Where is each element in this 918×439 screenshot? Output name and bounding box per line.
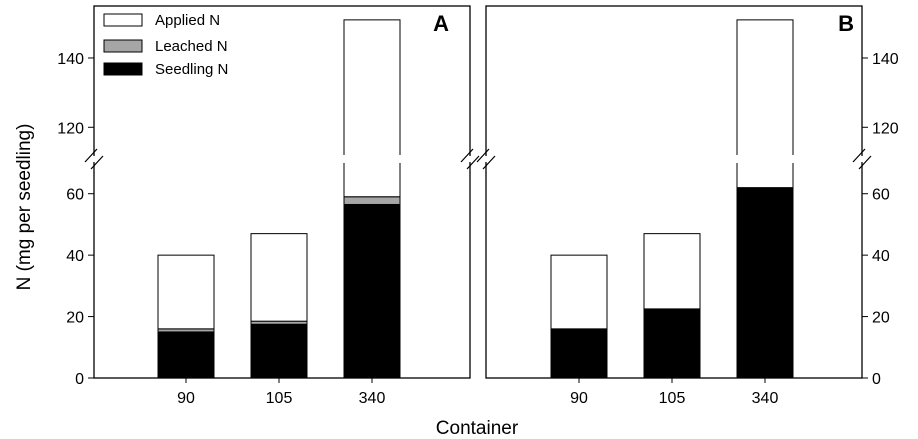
bar-applied-n-90 bbox=[550, 254, 608, 330]
y-tick-label: 40 bbox=[872, 248, 890, 265]
legend-swatch-applied bbox=[103, 13, 143, 27]
axis-break-gap bbox=[860, 156, 864, 162]
x-tick-label: 105 bbox=[659, 390, 686, 407]
y-tick-label: 60 bbox=[872, 187, 890, 204]
bar-seedling-n-340 bbox=[343, 203, 401, 379]
axis-break-slash bbox=[90, 155, 104, 170]
bar-seedling-n-105 bbox=[643, 308, 701, 379]
legend-label-applied: Applied N bbox=[155, 12, 220, 29]
axis-break-gap bbox=[92, 156, 96, 162]
legend: Applied N Leached N Seedling N bbox=[103, 12, 228, 78]
legend-swatch-seedling bbox=[103, 62, 143, 76]
axis-break-slash bbox=[858, 155, 872, 170]
y-tick-label: 0 bbox=[75, 371, 84, 388]
x-tick-label: 90 bbox=[570, 390, 588, 407]
axis-break-slash bbox=[466, 155, 480, 170]
axis-break-gap bbox=[468, 156, 472, 162]
legend-label-leached: Leached N bbox=[155, 38, 228, 55]
panel-a: 90 105 340 0 20 40 60 120 140 bbox=[57, 5, 480, 407]
x-tick-label: 105 bbox=[266, 390, 293, 407]
panel-label-b: B bbox=[838, 11, 854, 36]
bar-applied-n-105 bbox=[250, 233, 308, 322]
bar-seedling-n-90 bbox=[157, 331, 215, 379]
axis-break-slash bbox=[84, 148, 98, 163]
bar-applied-n-340 bbox=[736, 19, 794, 189]
bar-applied-n-90 bbox=[157, 254, 215, 330]
x-tick-label: 340 bbox=[359, 390, 386, 407]
y-tick-label: 120 bbox=[872, 120, 899, 137]
axis-break-slash bbox=[852, 148, 866, 163]
bar-applied-n-105 bbox=[643, 233, 701, 310]
y-tick-label: 20 bbox=[872, 310, 890, 327]
y-tick-label: 120 bbox=[57, 120, 84, 137]
bar-seedling-n-340 bbox=[736, 187, 794, 379]
bar-seedling-n-90 bbox=[550, 328, 608, 379]
bar-applied-n-340 bbox=[343, 19, 401, 198]
y-tick-label: 0 bbox=[872, 371, 881, 388]
panel-b: 90 105 340 0 20 40 60 120 140 bbox=[476, 5, 899, 407]
bar-seedling-n-105 bbox=[250, 323, 308, 379]
x-tick-label: 340 bbox=[752, 390, 779, 407]
axis-break-slash bbox=[482, 155, 496, 170]
axis-break-slash bbox=[476, 148, 490, 163]
x-axis-title: Container bbox=[436, 418, 519, 439]
y-tick-label: 140 bbox=[57, 51, 84, 68]
axis-break-slash bbox=[460, 148, 474, 163]
legend-swatch-leached bbox=[103, 39, 143, 53]
legend-label-seedling: Seedling N bbox=[155, 61, 228, 78]
y-tick-label: 60 bbox=[66, 187, 84, 204]
axis-break-gap bbox=[484, 156, 488, 162]
y-tick-label: 140 bbox=[872, 51, 899, 68]
x-tick-label: 90 bbox=[177, 390, 195, 407]
y-axis-title: N (mg per seedling) bbox=[14, 124, 35, 291]
y-tick-label: 20 bbox=[66, 310, 84, 327]
y-tick-label: 40 bbox=[66, 248, 84, 265]
panel-label-a: A bbox=[433, 11, 449, 36]
bar-leached-n-340 bbox=[343, 196, 401, 205]
